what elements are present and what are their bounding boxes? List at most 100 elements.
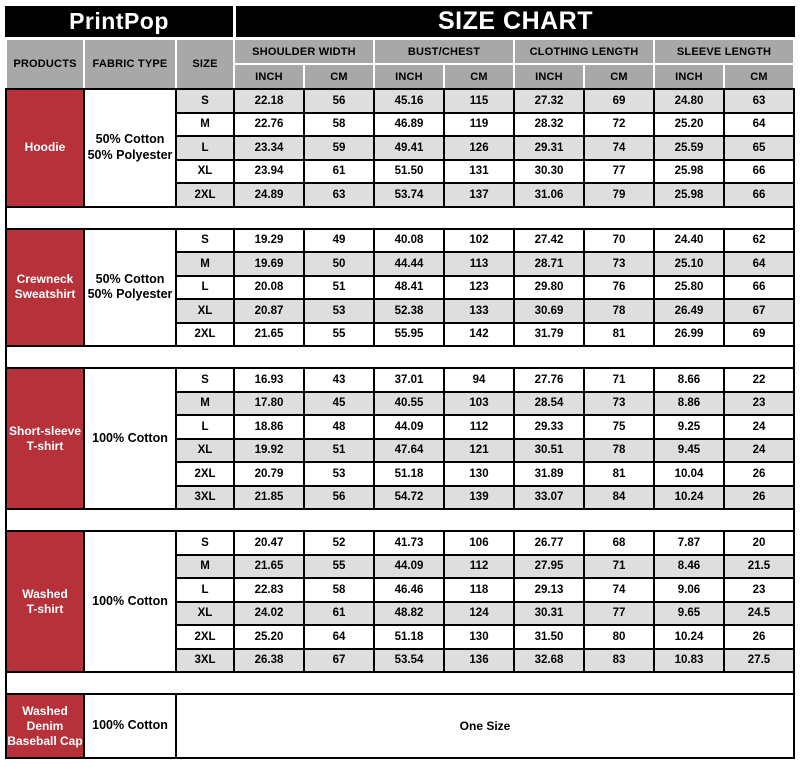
table-body: Hoodie 50% Cotton 50% Polyester S 22.18 56 45… [5,88,795,759]
measurement-value: 136 [445,649,513,671]
measurement-value: 27.76 [515,369,583,391]
measurement-value: 68 [585,532,653,554]
brand-title: PrintPop [5,6,233,37]
measurement-value: 26.77 [515,532,583,554]
measurement-value: 74 [585,137,653,159]
measurement-value: 24.89 [235,184,303,206]
section-crewneck-sweatshirt: Crewneck Sweatshirt 50% Cotton 50% Polyes… [5,227,795,347]
size-label: M [177,113,233,135]
measurement-value: 40.55 [375,392,443,414]
measurement-value: 24 [725,416,793,438]
column-header-size: SIZE [177,40,233,88]
measurement-value: 51.50 [375,160,443,182]
measurement-value: 40.08 [375,229,443,251]
product-name: Washed T-shirt [7,532,83,671]
measurement-value: 23.34 [235,137,303,159]
measurement-value: 83 [585,649,653,671]
size-label: L [177,416,233,438]
measurement-value: 78 [585,439,653,461]
measurement-value: 27.32 [515,90,583,112]
column-header-products: PRODUCTS [7,40,83,88]
measurement-value: 69 [585,90,653,112]
one-size-cell: One Size [177,695,793,757]
measurement-value: 58 [305,579,373,601]
measurement-value: 48.82 [375,602,443,624]
measurement-value: 22.83 [235,579,303,601]
measurement-value: 115 [445,90,513,112]
measurement-value: 23 [725,392,793,414]
size-label: 2XL [177,184,233,206]
column-header-fabric-type: FABRIC TYPE [85,40,175,88]
measurement-value: 20 [725,532,793,554]
measurement-value: 53.74 [375,184,443,206]
measurement-value: 48.41 [375,276,443,298]
measurement-value: 10.04 [655,463,723,485]
size-label: 2XL [177,626,233,648]
size-label: 2XL [177,463,233,485]
measurement-value: 78 [585,300,653,322]
measurement-value: 25.80 [655,276,723,298]
measurement-value: 37.01 [375,369,443,391]
measurement-value: 66 [725,276,793,298]
fabric-type: 100% Cotton [85,369,175,508]
measurement-value: 22.18 [235,90,303,112]
measurement-value: 45 [305,392,373,414]
measurement-value: 16.93 [235,369,303,391]
measurement-value: 73 [585,392,653,414]
unit-header-bust-chest-inch: INCH [375,65,443,88]
measurement-value: 19.92 [235,439,303,461]
measurement-value: 31.89 [515,463,583,485]
measurement-value: 17.80 [235,392,303,414]
measurement-value: 124 [445,602,513,624]
measurement-value: 20.79 [235,463,303,485]
size-label: 3XL [177,649,233,671]
size-label: M [177,392,233,414]
measurement-value: 74 [585,579,653,601]
measurement-value: 45.16 [375,90,443,112]
table-header: PRODUCTS FABRIC TYPE SIZE SHOULDER WIDTH BUS… [5,40,795,88]
measurement-value: 51.18 [375,463,443,485]
section-washed-denim-baseball-cap: Washed Denim Baseball Cap 100% Cotton One … [5,693,795,759]
group-header-bust-chest: BUST/CHEST [375,40,513,63]
unit-header-shoulder-width-cm: CM [305,65,373,88]
measurement-value: 75 [585,416,653,438]
measurement-value: 25.98 [655,184,723,206]
measurement-value: 52 [305,532,373,554]
measurement-value: 72 [585,113,653,135]
fabric-type: 50% Cotton 50% Polyester [85,229,175,345]
measurement-value: 25.10 [655,253,723,275]
section-gap [5,510,795,530]
measurement-value: 94 [445,369,513,391]
measurement-value: 139 [445,486,513,508]
size-label: XL [177,160,233,182]
group-header-clothing-length: CLOTHING LENGTH [515,40,653,63]
title-band: PrintPop SIZE CHART [5,6,795,37]
fabric-type: 50% Cotton 50% Polyester [85,90,175,206]
measurement-value: 142 [445,323,513,345]
measurement-value: 31.50 [515,626,583,648]
measurement-value: 70 [585,229,653,251]
measurement-value: 20.08 [235,276,303,298]
section-short-sleeve-t-shirt: Short-sleeve T-shirt 100% Cotton S 16.93 43 3… [5,367,795,510]
measurement-value: 131 [445,160,513,182]
measurement-value: 44.44 [375,253,443,275]
measurement-value: 30.51 [515,439,583,461]
measurement-value: 29.13 [515,579,583,601]
measurement-value: 33.07 [515,486,583,508]
size-label: L [177,137,233,159]
size-label: 2XL [177,323,233,345]
measurement-value: 63 [305,184,373,206]
measurement-value: 52.38 [375,300,443,322]
measurement-value: 55.95 [375,323,443,345]
measurement-value: 8.86 [655,392,723,414]
measurement-value: 32.68 [515,649,583,671]
measurement-value: 9.65 [655,602,723,624]
section-gap [5,347,795,367]
section-gap [5,207,795,228]
measurement-value: 126 [445,137,513,159]
measurement-value: 10.24 [655,486,723,508]
measurement-value: 25.59 [655,137,723,159]
measurement-value: 102 [445,229,513,251]
measurement-value: 66 [725,160,793,182]
measurement-value: 24.40 [655,229,723,251]
